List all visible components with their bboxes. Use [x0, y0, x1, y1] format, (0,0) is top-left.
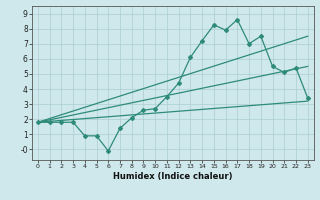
X-axis label: Humidex (Indice chaleur): Humidex (Indice chaleur)	[113, 172, 233, 181]
